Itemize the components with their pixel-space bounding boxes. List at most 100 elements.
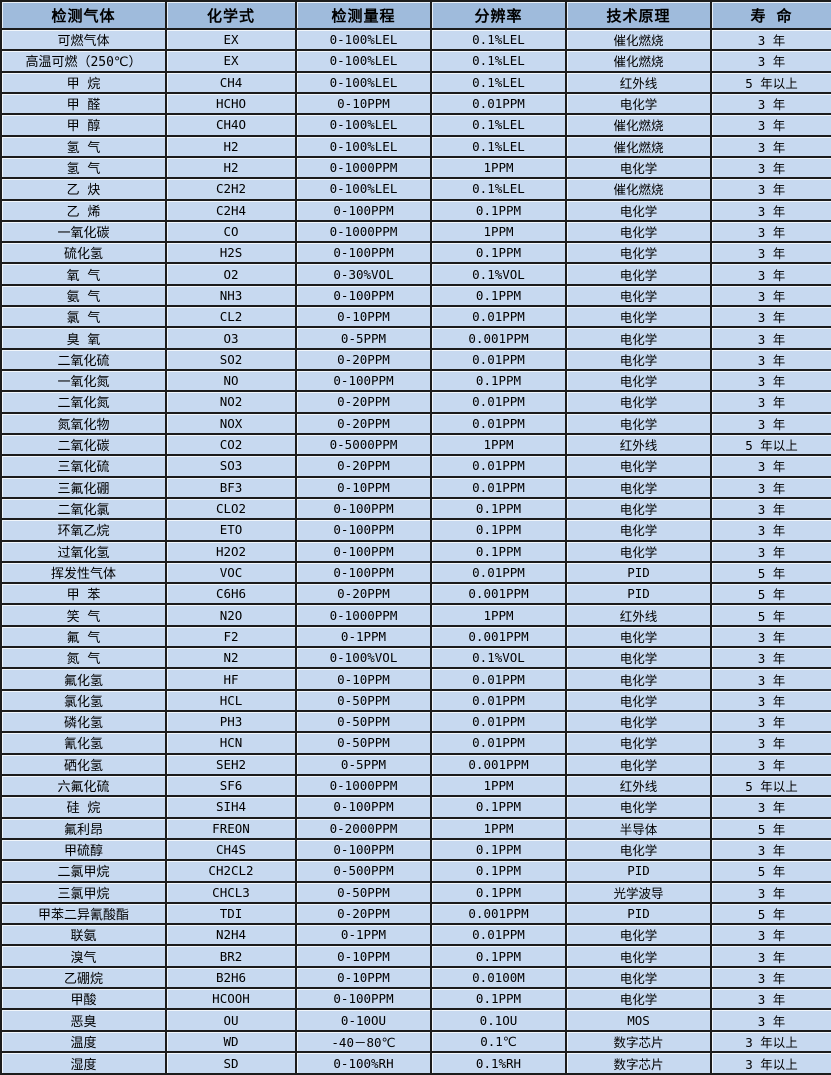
range-cell: 0-50PPM: [295, 731, 432, 755]
range-cell: 0-100PPM: [295, 987, 432, 1011]
principle-cell: 电化学: [565, 987, 712, 1011]
formula-cell: SF6: [165, 773, 297, 798]
resolution-cell: 0.1%VOL: [430, 646, 567, 670]
lifespan-cell: 3 年: [710, 198, 831, 222]
principle-cell: 电化学: [565, 709, 712, 734]
lifespan-cell: 3 年: [710, 475, 831, 499]
formula-cell: N2: [165, 646, 297, 670]
gas-name-cell: 硫化氢: [0, 241, 167, 265]
formula-cell: WD: [165, 1029, 297, 1054]
lifespan-cell: 3 年: [710, 91, 831, 116]
resolution-cell: 0.01PPM: [430, 923, 567, 947]
resolution-cell: 1PPM: [430, 219, 567, 244]
resolution-cell: 0.1%LEL: [430, 27, 567, 52]
table-row: 硫化氢 H2S 0-100PPM 0.1PPM 电化学 3 年: [0, 241, 831, 265]
gas-name-cell: 氯 气: [0, 305, 167, 329]
principle-cell: 催化燃烧: [565, 49, 712, 73]
principle-cell: 电化学: [565, 496, 712, 521]
gas-name-cell: 氧 气: [0, 262, 167, 286]
gas-name-cell: 一氧化碳: [0, 219, 167, 244]
formula-cell: C2H2: [165, 177, 297, 201]
gas-name-cell: 三氟化硼: [0, 475, 167, 499]
range-cell: 0-20PPM: [295, 390, 432, 414]
principle-cell: 半导体: [565, 816, 712, 840]
gas-name-cell: 甲 醛: [0, 91, 167, 116]
gas-name-cell: 氨 气: [0, 283, 167, 308]
resolution-cell: 0.01PPM: [430, 390, 567, 414]
gas-name-cell: 乙 炔: [0, 177, 167, 201]
range-cell: 0-1000PPM: [295, 603, 432, 627]
table-row: 甲酸 HCOOH 0-100PPM 0.1PPM 电化学 3 年: [0, 987, 831, 1011]
formula-cell: C2H4: [165, 198, 297, 222]
resolution-cell: 0.1PPM: [430, 518, 567, 542]
lifespan-cell: 3 年: [710, 49, 831, 73]
gas-name-cell: 一氧化氮: [0, 368, 167, 393]
table-row: 乙硼烷 B2H6 0-10PPM 0.0100M 电化学 3 年: [0, 965, 831, 990]
column-header-gas: 检测气体: [0, 0, 167, 30]
gas-name-cell: 氰化氢: [0, 731, 167, 755]
resolution-cell: 0.1PPM: [430, 859, 567, 883]
table-row: 二氧化硫 SO2 0-20PPM 0.01PPM 电化学 3 年: [0, 347, 831, 372]
table-row: 磷化氢 PH3 0-50PPM 0.01PPM 电化学 3 年: [0, 709, 831, 734]
formula-cell: PH3: [165, 709, 297, 734]
resolution-cell: 1PPM: [430, 773, 567, 798]
resolution-cell: 0.1PPM: [430, 880, 567, 904]
formula-cell: H2: [165, 155, 297, 180]
lifespan-cell: 3 年: [710, 987, 831, 1011]
range-cell: 0-5PPM: [295, 752, 432, 776]
formula-cell: CH2CL2: [165, 859, 297, 883]
table-row: 湿度 SD 0-100%RH 0.1%RH 数字芯片 3 年以上: [0, 1051, 831, 1075]
lifespan-cell: 3 年: [710, 368, 831, 393]
principle-cell: 电化学: [565, 283, 712, 308]
resolution-cell: 0.01PPM: [430, 305, 567, 329]
principle-cell: PID: [565, 560, 712, 585]
gas-name-cell: 硒化氢: [0, 752, 167, 776]
principle-cell: 电化学: [565, 475, 712, 499]
column-header-principle: 技术原理: [565, 0, 712, 30]
lifespan-cell: 5 年: [710, 560, 831, 585]
lifespan-cell: 3 年: [710, 411, 831, 435]
resolution-cell: 0.1%LEL: [430, 70, 567, 94]
table-row: 温度 WD -40－80℃ 0.1℃ 数字芯片 3 年以上: [0, 1029, 831, 1054]
principle-cell: PID: [565, 582, 712, 606]
resolution-cell: 0.1%LEL: [430, 177, 567, 201]
formula-cell: CO2: [165, 432, 297, 457]
lifespan-cell: 3 年: [710, 262, 831, 286]
formula-cell: SD: [165, 1051, 297, 1075]
range-cell: 0-5PPM: [295, 326, 432, 350]
table-row: 甲 醛 HCHO 0-10PPM 0.01PPM 电化学 3 年: [0, 91, 831, 116]
lifespan-cell: 3 年: [710, 155, 831, 180]
principle-cell: MOS: [565, 1008, 712, 1032]
principle-cell: 红外线: [565, 773, 712, 798]
range-cell: 0-100%RH: [295, 1051, 432, 1075]
formula-cell: TDI: [165, 901, 297, 926]
formula-cell: H2O2: [165, 539, 297, 563]
formula-cell: SIH4: [165, 795, 297, 819]
gas-name-cell: 氟 气: [0, 624, 167, 649]
formula-cell: HCOOH: [165, 987, 297, 1011]
range-cell: 0-100%LEL: [295, 134, 432, 158]
formula-cell: BF3: [165, 475, 297, 499]
range-cell: 0-100PPM: [295, 496, 432, 521]
range-cell: 0-1PPM: [295, 624, 432, 649]
resolution-cell: 0.1%LEL: [430, 49, 567, 73]
table-row: 氮氧化物 NOX 0-20PPM 0.01PPM 电化学 3 年: [0, 411, 831, 435]
table-header-row: 检测气体 化学式 检测量程 分辨率 技术原理 寿 命: [0, 0, 831, 30]
column-header-resolution: 分辨率: [430, 0, 567, 30]
range-cell: 0-100PPM: [295, 795, 432, 819]
principle-cell: 电化学: [565, 518, 712, 542]
resolution-cell: 0.001PPM: [430, 901, 567, 926]
principle-cell: 电化学: [565, 411, 712, 435]
gas-name-cell: 二氧化氯: [0, 496, 167, 521]
gas-name-cell: 六氟化硫: [0, 773, 167, 798]
lifespan-cell: 3 年: [710, 1008, 831, 1032]
resolution-cell: 0.1%LEL: [430, 134, 567, 158]
formula-cell: HCHO: [165, 91, 297, 116]
formula-cell: F2: [165, 624, 297, 649]
lifespan-cell: 3 年: [710, 113, 831, 137]
lifespan-cell: 3 年以上: [710, 1029, 831, 1054]
gas-name-cell: 甲酸: [0, 987, 167, 1011]
lifespan-cell: 3 年: [710, 923, 831, 947]
formula-cell: HF: [165, 667, 297, 691]
principle-cell: 电化学: [565, 795, 712, 819]
